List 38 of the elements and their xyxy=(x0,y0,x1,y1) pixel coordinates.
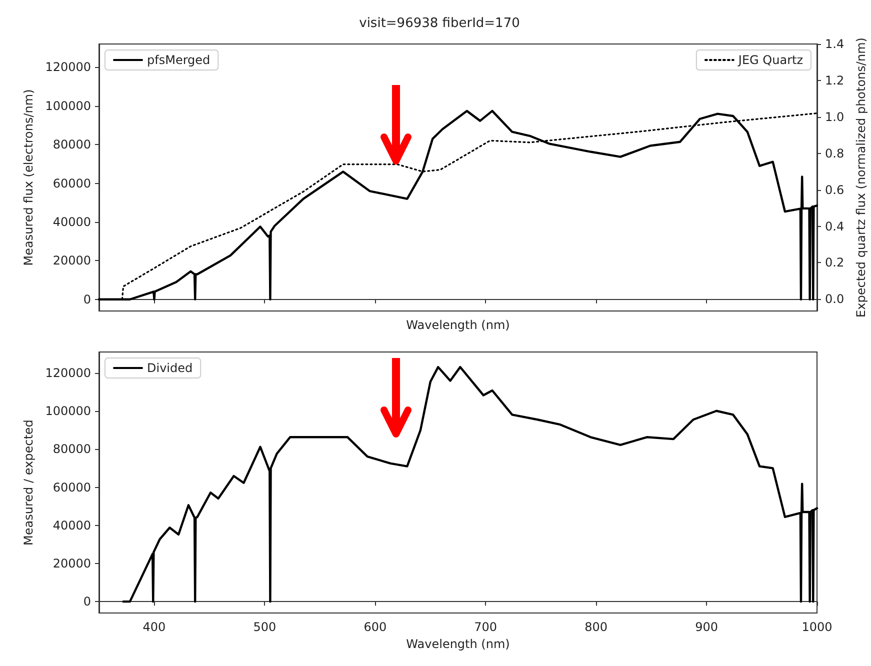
y2-tick-label: 0.0 xyxy=(825,292,844,306)
legend-label: JEG Quartz xyxy=(737,53,803,67)
y-tick-label: 20000 xyxy=(52,556,91,570)
chart-title: visit=96938 fiberId=170 xyxy=(359,16,520,31)
legend-label: pfsMerged xyxy=(147,53,210,67)
y-tick-label: 120000 xyxy=(45,60,91,74)
y-tick-label: 80000 xyxy=(52,138,91,152)
y2-tick-label: 1.4 xyxy=(825,37,844,51)
y2-tick-label: 1.0 xyxy=(825,110,844,124)
x-tick-label: 500 xyxy=(253,620,276,634)
y-tick-label: 60000 xyxy=(52,480,91,494)
y2-tick-label: 0.4 xyxy=(825,219,844,234)
x-tick-label: 600 xyxy=(364,620,387,634)
y2-tick-label: 0.2 xyxy=(825,256,844,270)
x-tick-label: 800 xyxy=(584,620,608,634)
y-tick-label: 100000 xyxy=(45,98,91,113)
x-tick-label: 1000 xyxy=(802,620,832,634)
y2-tick-label: 0.8 xyxy=(825,146,844,160)
y-tick-label: 40000 xyxy=(52,215,91,229)
y-axis-title: Measured / expected xyxy=(21,420,36,546)
y-tick-label: 80000 xyxy=(52,442,91,456)
y-tick-label: 0 xyxy=(83,594,91,609)
y-tick-label: 100000 xyxy=(45,404,91,418)
x-tick-label: 900 xyxy=(695,620,718,634)
x-axis-title: Wavelength (nm) xyxy=(406,318,510,332)
y-tick-label: 40000 xyxy=(52,518,91,532)
y-tick-label: 60000 xyxy=(52,176,91,190)
y-axis-title: Measured flux (electrons/nm) xyxy=(21,89,36,266)
x-tick-label: 400 xyxy=(142,620,166,634)
y2-tick-label: 0.6 xyxy=(825,182,844,197)
y-tick-label: 120000 xyxy=(45,366,91,380)
legend-label: Divided xyxy=(147,361,193,375)
y2-tick-label: 1.2 xyxy=(825,73,844,88)
x-axis-title: Wavelength (nm) xyxy=(406,636,510,651)
y-tick-label: 20000 xyxy=(52,254,91,268)
y-tick-label: 0 xyxy=(83,292,91,306)
y2-axis-title: Expected quartz flux (normalized photons/nm) xyxy=(854,38,868,318)
x-tick-label: 700 xyxy=(474,620,498,634)
